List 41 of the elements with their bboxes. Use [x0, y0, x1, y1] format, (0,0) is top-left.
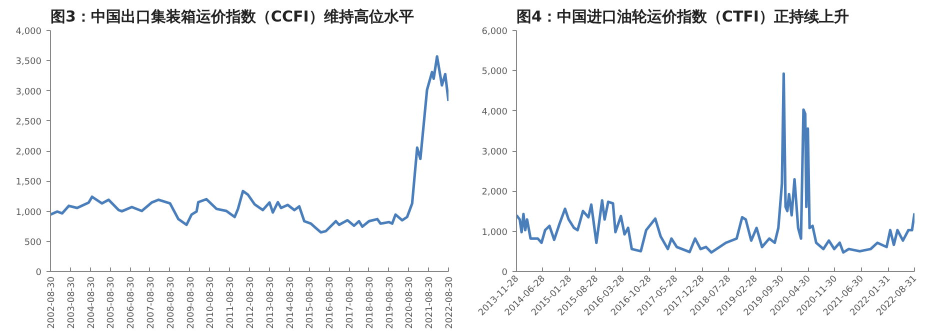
x-tick-label: 2006-08-30 [126, 276, 137, 329]
y-tick-label: 6,000 [482, 27, 508, 37]
x-tick-label: 2009-08-30 [186, 276, 196, 329]
y-tick-label: 1,500 [16, 178, 42, 188]
y-tick-label: 3,000 [16, 87, 42, 98]
x-tick-label: 2021-08-30 [425, 276, 436, 329]
x-tick-label: 2014-08-30 [286, 276, 296, 329]
x-tick-label: 2015-08-30 [306, 276, 316, 329]
y-tick-label: 2,000 [482, 188, 508, 198]
x-tick-label: 2017-08-30 [346, 276, 356, 329]
x-tick-label: 2002-08-30 [47, 276, 57, 329]
x-tick-label: 2018-08-30 [365, 276, 376, 329]
x-tick-label: 2008-08-30 [166, 276, 176, 329]
x-tick-label: 2005-08-30 [106, 276, 117, 329]
x-tick-label: 2004-08-30 [86, 276, 97, 329]
line-series [516, 72, 914, 254]
y-tick-label: 4,000 [482, 107, 508, 118]
x-tick-label: 2016-08-30 [326, 276, 336, 329]
x-tick-label: 2011-08-30 [226, 276, 236, 329]
y-tick-label: 0 [502, 268, 508, 278]
x-tick-label: 2012-08-30 [246, 276, 256, 329]
y-tick-label: 0 [36, 268, 42, 278]
x-tick-label: 2019-08-30 [385, 276, 396, 329]
y-tick-label: 1,000 [482, 228, 508, 238]
y-tick-label: 500 [24, 238, 42, 248]
y-tick-label: 1,000 [16, 208, 42, 218]
x-tick-label: 2010-08-30 [206, 276, 216, 329]
y-tick-label: 2,500 [16, 117, 42, 128]
y-tick-label: 3,500 [16, 57, 42, 68]
x-tick-label: 2022-08-30 [445, 276, 455, 329]
line-series [50, 55, 448, 234]
chart-title: 图3：中国出口集装箱运价指数（CCFI）维持高位水平 [50, 8, 414, 26]
x-tick-label: 2013-08-30 [266, 276, 276, 329]
x-tick-label: 2020-08-30 [405, 276, 416, 329]
y-tick-label: 4,000 [16, 27, 42, 37]
x-tick-label: 2003-08-30 [66, 276, 77, 329]
chart-title: 图4：中国进口油轮运价指数（CTFI）正持续上升 [516, 8, 850, 26]
y-tick-label: 3,000 [482, 148, 508, 158]
y-tick-label: 2,000 [16, 148, 42, 158]
y-tick-label: 5,000 [482, 67, 508, 78]
x-tick-label: 2007-08-30 [146, 276, 156, 329]
